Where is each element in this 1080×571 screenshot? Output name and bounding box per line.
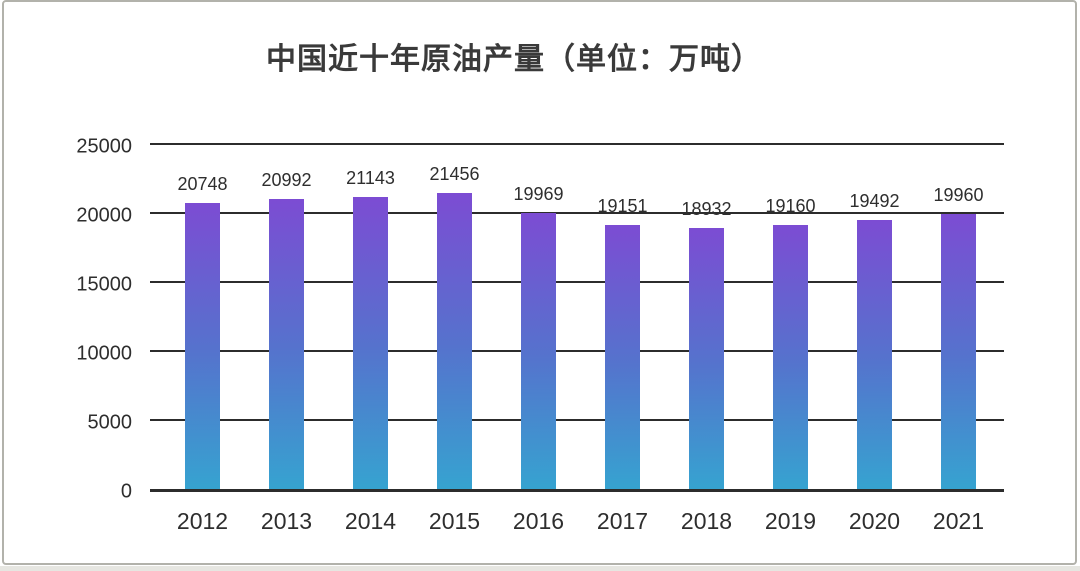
gridline [150,212,1004,214]
x-axis-tick-label: 2021 [932,508,985,534]
bar-value-label: 19969 [513,184,564,205]
bar-value-label: 21456 [429,163,480,184]
bar-2015 [437,192,472,489]
bar-value-label: 18932 [681,198,732,219]
x-axis-tick-label: 2015 [428,508,481,534]
bar-2016 [521,213,556,489]
bar-value-label: 20748 [177,173,228,194]
y-axis-tick-label: 25000 [76,135,132,158]
bar-2017 [605,224,640,489]
plot-area: 20748 20992 21143 21456 19969 19151 18932 19160… [150,143,1004,492]
y-axis-tick-label: 20000 [76,204,132,227]
x-axis-tick-label: 2014 [344,508,397,534]
x-axis-tick-label: 2013 [260,508,313,534]
chart-title: 中国近十年原油产量（单位：万吨） [266,43,762,76]
y-axis-tick-label: 10000 [76,342,132,365]
bar-2021 [941,213,976,489]
bar-2014 [353,197,388,489]
bar-value-label: 19960 [933,184,984,205]
bar-2012 [185,202,220,489]
gridline [150,143,1004,145]
bar-value-label: 20992 [261,170,312,191]
x-axis: 2012 2013 2014 2015 2016 2017 2018 2019 2020 2021 [150,506,1004,536]
bar-2020 [857,220,892,489]
x-axis-tick-label: 2017 [596,508,649,534]
x-axis-tick-label: 2016 [512,508,565,534]
bar-value-label: 21143 [346,168,395,189]
x-axis-tick-label: 2018 [680,508,733,534]
y-axis: 0 5000 10000 15000 20000 25000 [4,136,133,503]
y-axis-tick-label: 0 [120,480,132,503]
bar-value-label: 19160 [765,195,816,216]
x-axis-tick-label: 2012 [176,508,229,534]
x-axis-tick-label: 2019 [764,508,817,534]
bar-2019 [773,224,808,489]
y-axis-tick-label: 5000 [87,411,133,434]
bar-2018 [689,227,724,489]
gridline [150,419,1004,421]
page-bottom-strip [0,566,1080,571]
bar-value-label: 19151 [597,195,648,216]
bar-value-label: 19492 [849,191,900,212]
bar-2013 [269,199,304,489]
y-axis-tick-label: 15000 [76,273,132,296]
gridline [150,281,1004,283]
x-axis-tick-label: 2020 [848,508,901,534]
gridline [150,350,1004,352]
